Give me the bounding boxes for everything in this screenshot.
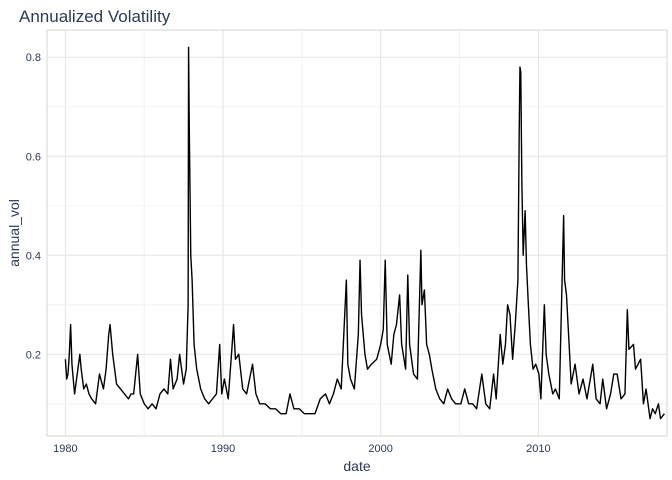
volatility-series-line (64, 46, 665, 420)
y-tick-label: 0.6 (26, 151, 41, 163)
x-tick-label: 1980 (53, 443, 77, 455)
x-axis-ticks: 1980 1990 2000 2010 (53, 443, 550, 455)
x-axis-title: date (343, 458, 370, 474)
grid (47, 30, 667, 436)
x-tick-label: 2000 (368, 443, 392, 455)
y-axis-title: annual_vol (6, 199, 22, 267)
x-tick-label: 1990 (211, 443, 235, 455)
chart-title: Annualized Volatility (19, 7, 171, 26)
y-tick-label: 0.8 (26, 52, 41, 64)
plot-panel-border (46, 29, 668, 437)
x-tick-label: 2010 (526, 443, 550, 455)
y-tick-label: 0.4 (26, 250, 41, 262)
y-axis-ticks: 0.2 0.4 0.6 0.8 (26, 52, 41, 361)
y-tick-label: 0.2 (26, 349, 41, 361)
